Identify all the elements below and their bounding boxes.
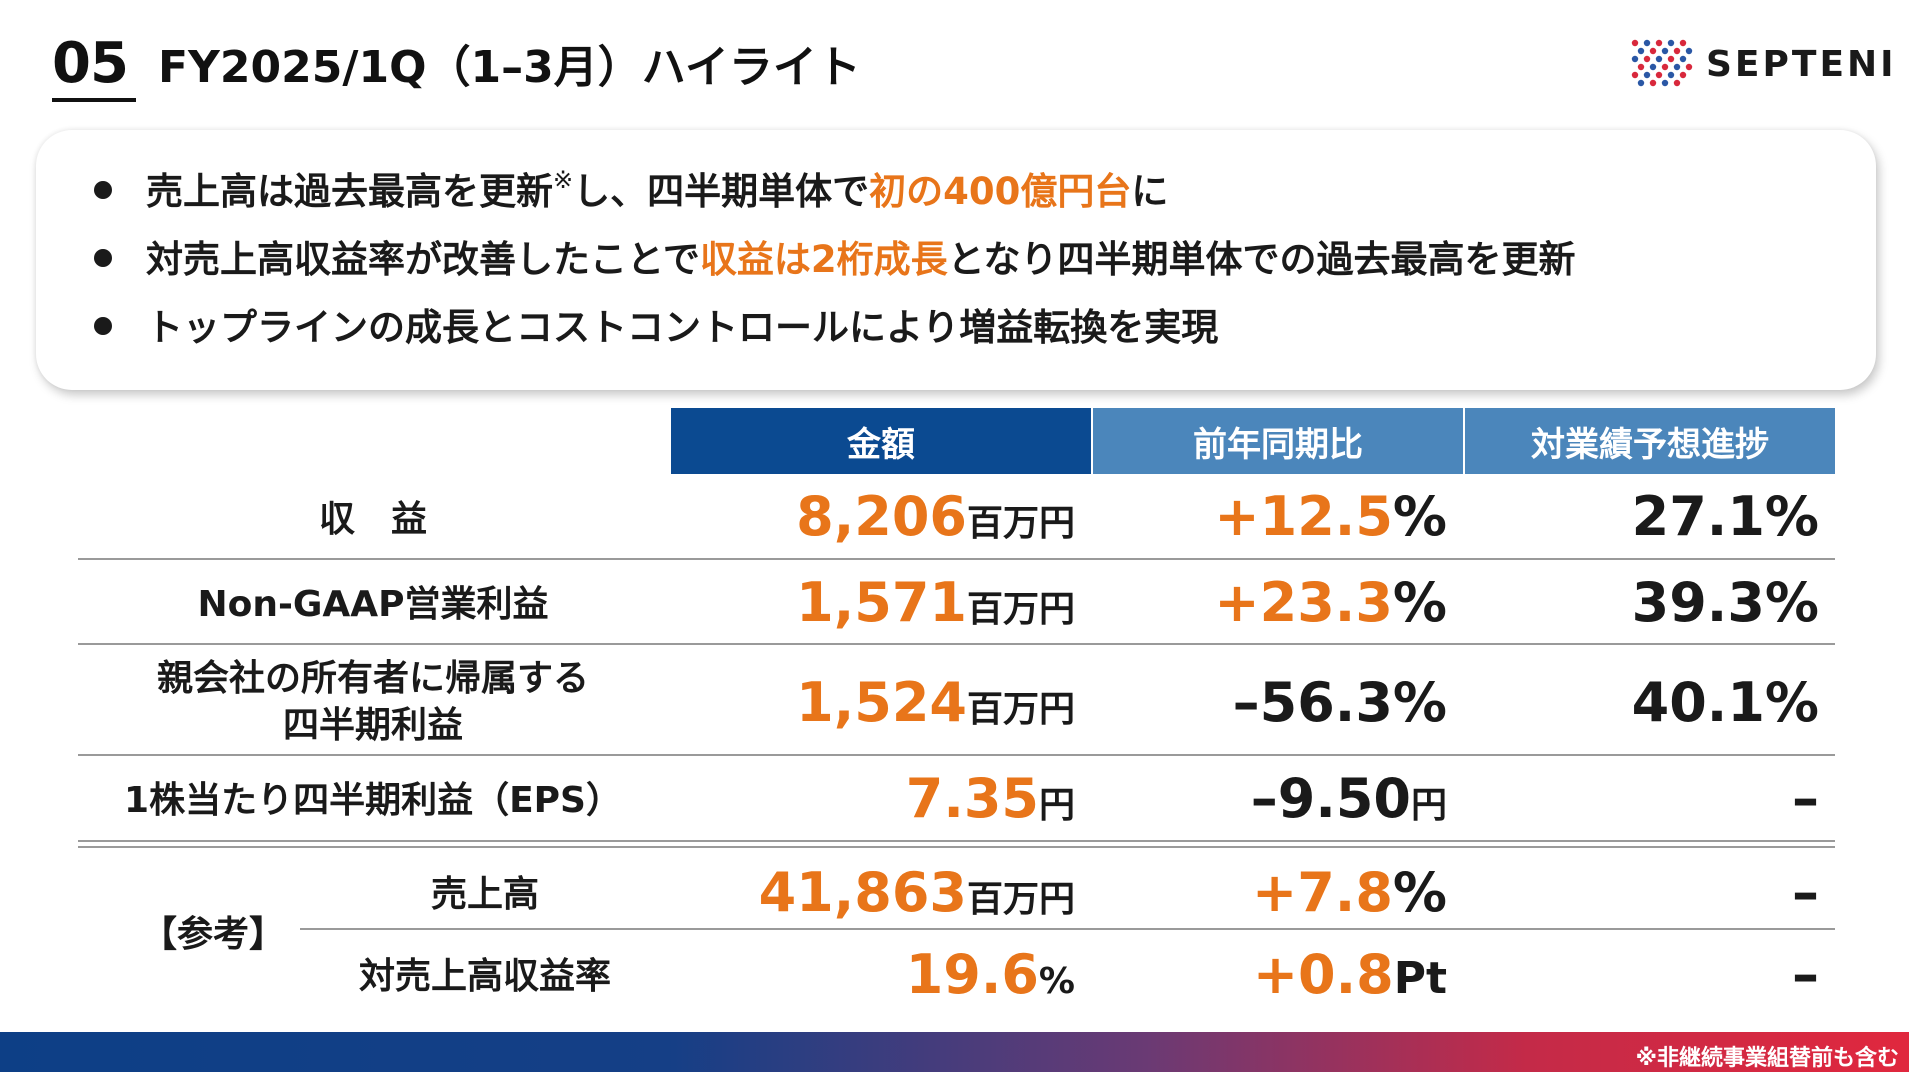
progress-nongaap: 39.3% xyxy=(1631,571,1819,634)
amount-margin: 19.6% xyxy=(905,943,1075,1006)
row-label-sales: 売上高 xyxy=(430,874,539,915)
bullet-icon xyxy=(94,316,112,335)
double-divider-top xyxy=(78,840,1835,842)
header-yoy: 前年同期比 xyxy=(1093,408,1463,474)
highlight-accent: 初の400億円台 xyxy=(869,170,1132,213)
row-label-eps: 1株当たり四半期利益（EPS） xyxy=(124,780,622,821)
amount-net-income: 1,524百万円 xyxy=(796,671,1075,734)
row-divider xyxy=(78,643,1835,645)
footnote: ※非継続事業組替前も含む xyxy=(1635,1046,1899,1071)
header-amount: 金額 xyxy=(671,408,1091,474)
row-divider xyxy=(78,558,1835,560)
row-label-revenue: 収 益 xyxy=(318,499,427,540)
yoy-revenue: +12.5% xyxy=(1214,485,1447,548)
progress-net-income: 40.1% xyxy=(1631,671,1819,734)
footnote-mark: ※ xyxy=(553,166,574,194)
highlight-item: 売上高は過去最高を更新※し、四半期単体で初の400億円台に xyxy=(94,166,1169,214)
highlight-text: トップラインの成長とコストコントロールにより増益転換を実現 xyxy=(146,306,1219,349)
row-label-nongaap: Non-GAAP営業利益 xyxy=(197,584,549,625)
highlight-text: 売上高は過去最高を更新 xyxy=(146,170,553,213)
row-label-margin: 対売上高収益率 xyxy=(358,956,611,997)
footer-bar xyxy=(0,1032,1909,1072)
progress-revenue: 27.1% xyxy=(1631,485,1819,548)
yoy-nongaap: +23.3% xyxy=(1214,571,1447,634)
row-label-line: 親会社の所有者に帰属する xyxy=(156,658,589,699)
highlight-text: 対売上高収益率が改善したことで xyxy=(146,238,700,281)
highlight-text: となり四半期単体での過去最高を更新 xyxy=(947,238,1576,281)
highlight-text: に xyxy=(1131,170,1169,213)
yoy-margin: +0.8Pt xyxy=(1252,943,1447,1006)
logo-text: SEPTENI xyxy=(1706,44,1897,85)
highlight-text: し、四半期単体で xyxy=(573,170,870,213)
highlight-item: トップラインの成長とコストコントロールにより増益転換を実現 xyxy=(94,306,1218,350)
amount-nongaap: 1,571百万円 xyxy=(796,571,1075,634)
progress-sales: – xyxy=(1792,861,1819,924)
bullet-icon xyxy=(94,248,112,267)
amount-sales: 41,863百万円 xyxy=(758,861,1075,924)
progress-eps: – xyxy=(1792,767,1819,830)
septeni-logo: SEPTENI xyxy=(1630,38,1894,92)
progress-margin: – xyxy=(1792,943,1819,1006)
row-divider xyxy=(78,754,1835,756)
yoy-eps: –9.50円 xyxy=(1250,767,1447,830)
row-divider xyxy=(300,928,1835,930)
reference-label: 【参考】 xyxy=(140,914,285,955)
slide-number: 05 xyxy=(52,31,129,96)
row-label-line: 四半期利益 xyxy=(282,704,463,746)
amount-eps: 7.35円 xyxy=(905,767,1075,830)
highlight-accent: 収益は2桁成長 xyxy=(699,238,948,281)
page-title: FY2025/1Q（1–3月）ハイライト xyxy=(158,42,861,93)
highlights-box: 売上高は過去最高を更新※し、四半期単体で初の400億円台に 対売上高収益率が改善… xyxy=(36,130,1876,390)
logo-dots-icon xyxy=(1631,39,1693,87)
amount-revenue: 8,206百万円 xyxy=(796,485,1075,548)
highlight-item: 対売上高収益率が改善したことで収益は2桁成長となり四半期単体での過去最高を更新 xyxy=(94,238,1576,282)
double-divider-bottom xyxy=(78,846,1835,848)
slide-number-underline xyxy=(52,98,136,102)
yoy-sales: +7.8% xyxy=(1251,861,1447,924)
bullet-icon xyxy=(94,180,112,199)
yoy-net-income: –56.3% xyxy=(1232,671,1447,734)
row-label-net-income: 親会社の所有者に帰属する 四半期利益 xyxy=(78,656,668,750)
header-progress: 対業績予想進捗 xyxy=(1465,408,1835,474)
